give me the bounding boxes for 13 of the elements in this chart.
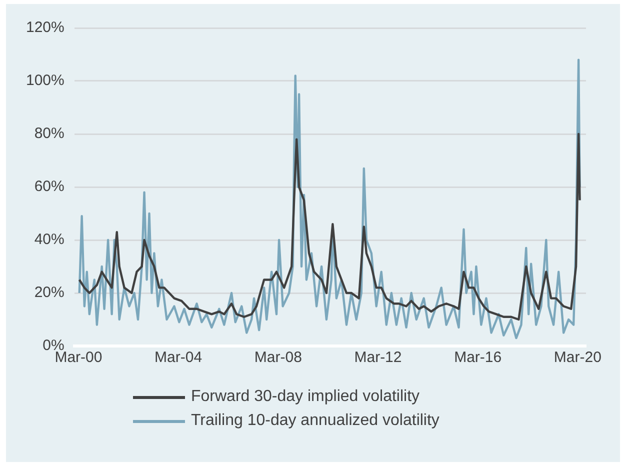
x-tick-label: Mar-16 <box>454 349 502 366</box>
y-tick-label: 20% <box>34 284 64 302</box>
x-tick-label: Mar-20 <box>554 349 602 366</box>
legend-label: Forward 30-day implied volatility <box>191 388 420 406</box>
y-tick-label: 120% <box>26 19 64 36</box>
y-tick-label: 40% <box>34 231 64 248</box>
y-tick-label: 60% <box>34 178 64 196</box>
y-tick-label: 80% <box>34 125 64 142</box>
x-tick-label: Mar-08 <box>254 349 302 366</box>
x-tick-label: Mar-12 <box>354 349 402 366</box>
y-tick-label: 100% <box>26 72 64 90</box>
legend-label: Trailing 10-day annualized volatility <box>191 412 440 430</box>
x-tick-label: Mar-04 <box>154 349 202 366</box>
